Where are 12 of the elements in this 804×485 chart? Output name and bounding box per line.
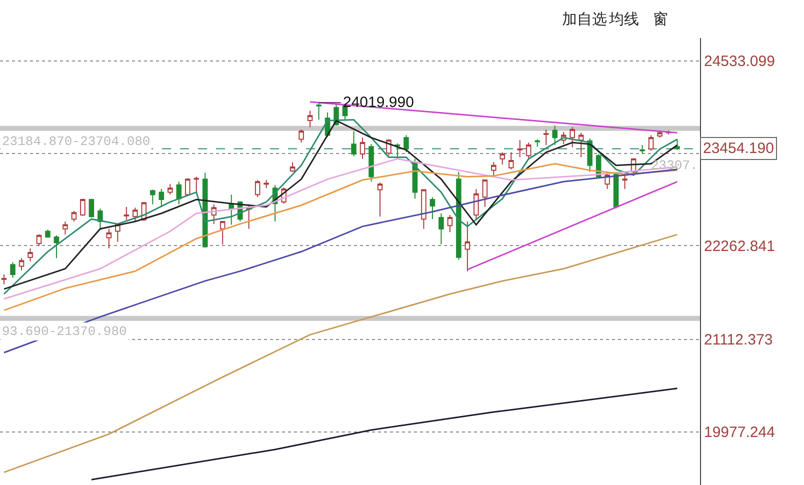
y-tick-label: 21112.373: [704, 332, 773, 349]
ref-line-label: 23454.190: [703, 140, 774, 157]
y-tick-label: 24533.099: [704, 53, 775, 70]
annotation: 23184.870-23704.080: [2, 134, 150, 149]
annotation: 93.690-21370.980: [2, 324, 127, 339]
y-tick-label: 19977.244: [704, 424, 775, 442]
annotation: 23307.: [651, 158, 698, 173]
text: 均线: [608, 10, 639, 28]
text: 窗: [653, 10, 668, 28]
annotation: 24019.990: [343, 94, 414, 111]
text: 加自选: [562, 10, 607, 28]
y-tick-label: 22262.841: [704, 238, 775, 255]
